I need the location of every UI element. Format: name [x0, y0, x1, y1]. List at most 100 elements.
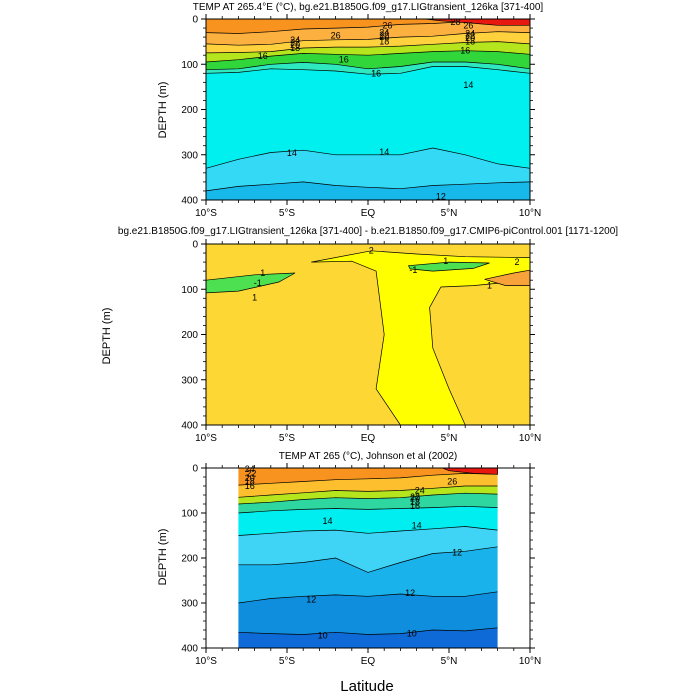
- contour-band: [238, 526, 498, 573]
- contour-line: [238, 485, 498, 498]
- x-tick-label: 10°N: [519, 433, 541, 444]
- contour-band: [206, 20, 530, 46]
- x-tick-label: EQ: [361, 208, 376, 219]
- y-tick-label: 0: [192, 240, 198, 251]
- contour-value-label: 20: [465, 33, 475, 43]
- y-tick-label: 300: [181, 375, 198, 386]
- contour-band: [206, 181, 530, 200]
- contour-value-label: 24: [379, 28, 389, 38]
- panel-middle-ticks: 10°S 5°S EQ 5°N 10°N 0 100 200 300 400: [181, 239, 541, 444]
- contour-band: [206, 244, 530, 425]
- contour-value-label: 26: [463, 20, 473, 30]
- contour-value-label: -1: [409, 265, 417, 275]
- contour-line: [205, 61, 531, 71]
- x-tick-label: 5°S: [279, 208, 296, 219]
- contour-band: [206, 41, 530, 62]
- contour-value-label: 24: [415, 486, 425, 496]
- contour-line: [205, 66, 531, 75]
- y-tick-label: 200: [181, 105, 198, 116]
- y-tick-label: 400: [181, 644, 198, 655]
- y-tick-label: 200: [181, 554, 198, 565]
- contour-value-label: 22: [246, 468, 256, 478]
- contour-line: [238, 473, 498, 486]
- x-tick-label: 5°N: [441, 433, 458, 444]
- contour-value-label: 24: [245, 464, 255, 474]
- contour-band: [238, 506, 498, 536]
- contour-band: [206, 19, 530, 34]
- contour-line: [238, 492, 498, 505]
- contour-value-label: 2: [369, 245, 374, 255]
- contour-value-label: 14: [379, 147, 389, 157]
- panel-bottom: TEMP AT 265 (°C), Johnson et al (2002) 2…: [157, 451, 541, 667]
- x-tick-label: 10°N: [519, 656, 541, 667]
- x-tick-label: 5°S: [279, 656, 296, 667]
- contour-line: [205, 147, 531, 169]
- panel-top-title: TEMP AT 265.4°E (°C), bg.e21.B1850G.f09_…: [193, 2, 544, 13]
- contour-value-label: 12: [436, 191, 446, 201]
- panel-middle-title: bg.e21.B1850G.f09_g17.LIGtransient_126ka…: [118, 226, 618, 237]
- y-tick-label: 200: [181, 330, 198, 341]
- panel-bottom-title: TEMP AT 265 (°C), Johnson et al (2002): [279, 451, 458, 462]
- contour-value-label: 10: [318, 630, 328, 640]
- contour-value-label: 26: [331, 30, 341, 40]
- x-tick-label: 10°S: [195, 208, 217, 219]
- contour-value-label: 22: [290, 38, 300, 48]
- x-tick-label: 10°S: [195, 433, 217, 444]
- contour-value-label: 22: [379, 30, 389, 40]
- contour-value-label: 18: [465, 37, 475, 47]
- x-tick-label: 5°N: [441, 208, 458, 219]
- panel-bottom-ticks: 10°S 5°S EQ 5°N 10°N 0 100 200 300 400: [181, 463, 541, 667]
- contour-line: [205, 181, 531, 192]
- panel-middle-plot: [205, 244, 531, 426]
- contour-value-label: 14: [287, 148, 297, 158]
- contour-region: [407, 261, 490, 272]
- panel-middle-ylabel: DEPTH (m): [101, 308, 113, 365]
- contour-value-label: 26: [447, 477, 457, 487]
- contour-value-label: 24: [465, 29, 475, 39]
- contour-line: [238, 505, 498, 514]
- y-tick-label: 100: [181, 60, 198, 71]
- contour-band: [238, 546, 498, 603]
- contour-band: [238, 473, 498, 498]
- x-tick-label: 10°S: [195, 656, 217, 667]
- y-tick-label: 300: [181, 150, 198, 161]
- contour-value-label: 1: [260, 268, 265, 278]
- contour-value-label: 12: [405, 588, 415, 598]
- x-tick-label: 10°N: [519, 208, 541, 219]
- contour-value-label: 1: [443, 256, 448, 266]
- contour-value-label: 16: [258, 51, 268, 61]
- contour-line: [238, 627, 498, 635]
- panel-top-ticks: 10°S 5°S EQ 5°N 10°N 0 100 200 300 400: [181, 14, 541, 219]
- contour-value-label: 16: [371, 68, 381, 78]
- x-tick-label: EQ: [361, 433, 376, 444]
- contour-value-label: 1: [487, 281, 492, 291]
- y-tick-label: 100: [181, 509, 198, 520]
- contour-value-label: 20: [245, 473, 255, 483]
- contour-value-label: 18: [410, 497, 420, 507]
- contour-band: [238, 591, 498, 635]
- contour-value-label: 10: [407, 629, 417, 639]
- contour-band: [206, 62, 530, 75]
- contour-band: [206, 66, 530, 169]
- contour-value-label: 2: [514, 257, 519, 267]
- panel-middle: bg.e21.B1850G.f09_g17.LIGtransient_126ka…: [101, 226, 618, 444]
- contour-line: [205, 31, 531, 46]
- contour-band: [206, 31, 530, 53]
- contour-value-label: 18: [290, 43, 300, 53]
- y-tick-label: 0: [192, 15, 198, 26]
- panel-bottom-ylabel: DEPTH (m): [157, 529, 169, 586]
- contour-band: [206, 148, 530, 191]
- contour-line: [238, 591, 498, 604]
- contour-value-label: 14: [412, 521, 422, 531]
- panel-top: TEMP AT 265.4°E (°C), bg.e21.B1850G.f09_…: [157, 2, 543, 219]
- contour-value-label: 14: [463, 80, 473, 90]
- contour-value-label: 20: [290, 40, 300, 50]
- contour-band: [238, 468, 498, 486]
- contour-band: [206, 50, 530, 70]
- contour-value-label: 12: [306, 594, 316, 604]
- x-tick-label: 5°S: [279, 433, 296, 444]
- y-tick-label: 0: [192, 464, 198, 475]
- y-tick-label: 400: [181, 196, 198, 207]
